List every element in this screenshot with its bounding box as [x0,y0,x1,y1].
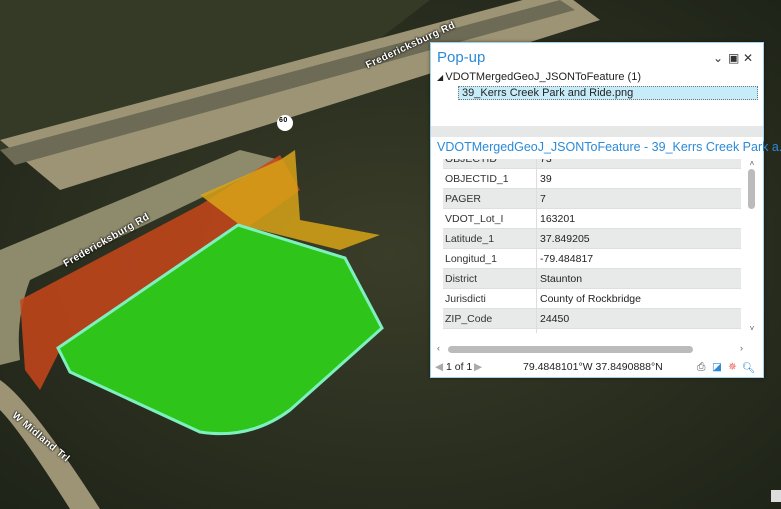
field-value: -79.484817 [536,249,593,269]
attribute-table: OBJECTID 73 OBJECTID_1 39 PAGER 7 VDOT_Lot_I 16… [443,159,741,333]
field-value: 73 [536,159,552,169]
table-row: Jurisdicti County of Rockbridge [443,289,741,309]
table-row: ZIP_Code 24450 [443,309,741,329]
vertical-scrollbar[interactable]: ˄ ˅ [748,159,755,333]
table-row: District Staunton [443,269,741,289]
midland-road [0,380,100,509]
close-icon[interactable]: ✕ [743,51,754,65]
table-row: VDOT_Lot_I 163201 [443,209,741,229]
collapse-icon[interactable]: ◢ [437,73,446,82]
field-name: VDOT_Lot_I [445,213,504,225]
feature-header: VDOTMergedGeoJ_JSONToFeature - 39_Kerrs … [437,140,781,154]
field-value: 39 [536,169,552,189]
field-name: ZIP_Code [445,313,493,325]
field-name: PAGER [445,193,481,205]
field-value: Staunton [536,269,582,289]
field-name: District [445,273,478,285]
field-name: OBJECTID_1 [445,173,509,185]
zoom-to-icon[interactable]: 🔍︎ [742,362,756,374]
divider [431,126,763,137]
popup-footer: ◀ 1 of 1 ▶ 79.4848101°W 37.8490888°N ⎙ ◪… [431,361,763,378]
field-name: Longitud_1 [445,253,497,265]
field-value: US 60 & Route 850 (Big Spring Drive) [536,329,716,333]
field-value: 163201 [536,209,575,229]
shield-number: 60 [279,117,288,124]
table-row: PAGER 7 [443,189,741,209]
popup-title: Pop-up [437,49,486,66]
field-value: County of Rockbridge [536,289,641,309]
us60-shield-icon [277,115,293,131]
field-name: Address_or [445,329,499,333]
chevron-down-icon[interactable]: ⌄ [713,51,724,65]
table-row: Longitud_1 -79.484817 [443,249,741,269]
pager: 1 of 1 [446,361,473,373]
field-value: 7 [536,189,546,209]
export-icon[interactable]: ◪ [712,361,722,373]
yellow-parcel [200,150,380,250]
feature-node[interactable]: 39_Kerrs Creek Park and Ride.png [458,86,758,100]
maximize-icon[interactable]: ▣ [728,51,740,65]
prev-icon[interactable]: ◀ [435,361,444,373]
field-value: 37.849205 [536,229,590,249]
table-row: OBJECTID 73 [443,159,741,169]
popup-window[interactable]: Pop-up ⌄ ▣ ✕ ◢ VDOTMergedGeoJ_JSONToFeat… [430,42,781,378]
table-row: OBJECTID_1 39 [443,169,741,189]
layer-label: VDOTMergedGeoJ_JSONToFeature (1) [445,71,642,83]
next-icon[interactable]: ▶ [474,361,483,373]
flash-icon[interactable]: ✵ [728,361,737,373]
page-icon[interactable] [771,490,781,502]
coordinates: 79.4848101°W 37.8490888°N [523,361,663,373]
horizontal-scrollbar[interactable]: ‹ › [437,343,743,355]
print-icon[interactable]: ⎙ [697,361,706,373]
field-name: Latitude_1 [445,233,495,245]
field-value: 24450 [536,309,569,329]
field-name: Jurisdicti [445,293,486,305]
table-row: Latitude_1 37.849205 [443,229,741,249]
field-name: OBJECTID [445,159,497,165]
layer-node[interactable]: ◢ VDOTMergedGeoJ_JSONToFeature (1) [437,71,641,83]
table-row: Address_or US 60 & Route 850 (Big Spring … [443,329,741,333]
selected-parcel[interactable] [56,223,384,436]
